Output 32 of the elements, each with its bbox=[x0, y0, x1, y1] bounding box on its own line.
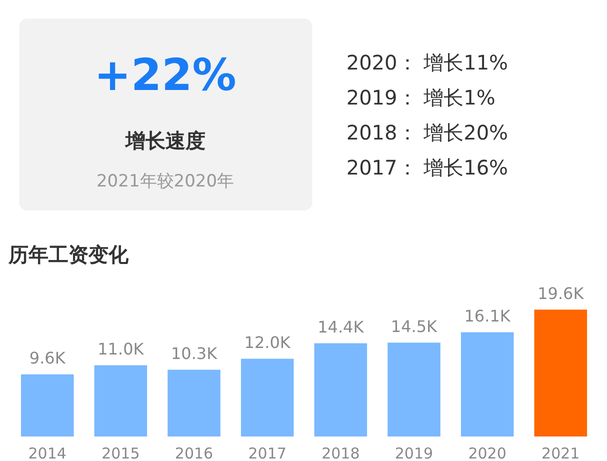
chart-title: 历年工资变化 bbox=[8, 242, 130, 266]
bar bbox=[388, 342, 440, 436]
x-tick-label: 2020 bbox=[468, 444, 506, 461]
bar bbox=[460, 332, 514, 436]
data-label: 12.0K bbox=[244, 333, 291, 352]
bar bbox=[314, 343, 368, 436]
x-tick-label: 2021 bbox=[542, 444, 580, 461]
bar bbox=[534, 310, 588, 436]
data-label: 9.6K bbox=[29, 348, 66, 368]
bar bbox=[240, 358, 294, 436]
x-tick-label: 2017 bbox=[248, 444, 286, 461]
x-tick-label: 2018 bbox=[322, 444, 360, 461]
data-label: 11.0K bbox=[98, 340, 144, 359]
text: +22% bbox=[94, 50, 236, 101]
x-tick-label: 2019 bbox=[394, 444, 434, 461]
bar bbox=[20, 374, 74, 436]
data-label: 14.4K bbox=[318, 318, 364, 337]
text: 2021年较2020年 bbox=[96, 172, 234, 192]
data-label: 19.6K bbox=[538, 284, 584, 303]
data-label: 16.1K bbox=[464, 306, 511, 326]
data-label: 10.3K bbox=[170, 344, 218, 364]
x-tick-label: 2014 bbox=[28, 444, 66, 461]
x-tick-label: 2016 bbox=[174, 444, 214, 461]
text: 2019： 增长1% bbox=[346, 86, 496, 110]
x-tick-label: 2015 bbox=[102, 444, 140, 461]
text: 2017： 增长16% bbox=[346, 156, 508, 180]
bar bbox=[94, 365, 148, 436]
text: 增长速度 bbox=[124, 128, 206, 152]
text: 2018： 增长20% bbox=[346, 120, 508, 144]
text: 2020： 增长11% bbox=[346, 50, 508, 74]
data-label: 14.5K bbox=[390, 317, 438, 336]
bar bbox=[168, 370, 220, 436]
